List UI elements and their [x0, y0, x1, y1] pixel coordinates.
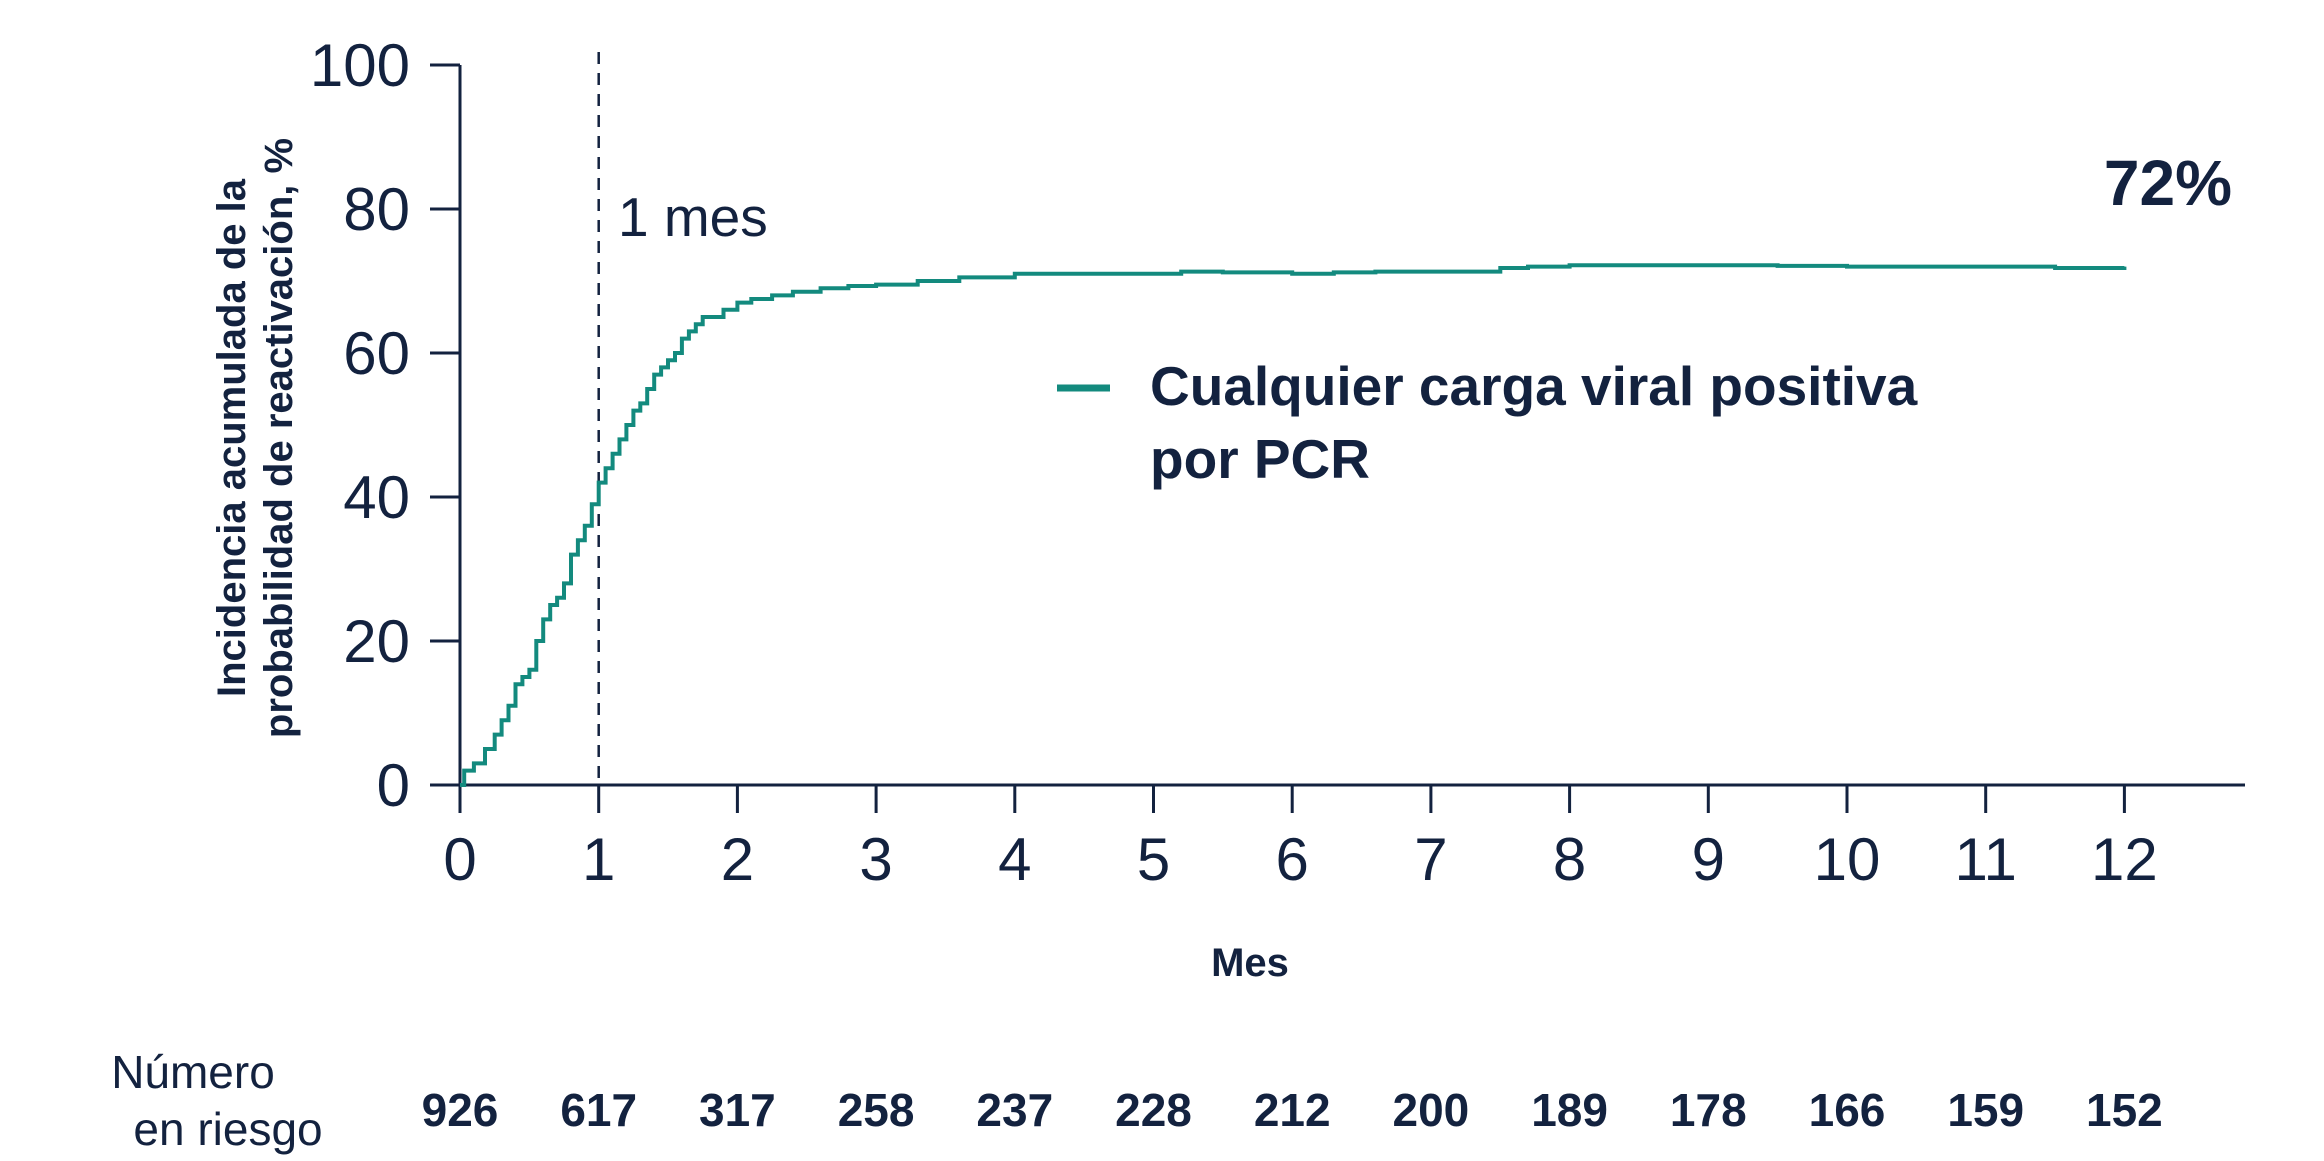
- x-tick-label: 12: [2091, 826, 2158, 893]
- y-tick-label: 0: [377, 752, 410, 819]
- legend-label-line2: por PCR: [1150, 428, 1370, 490]
- x-tick-label: 1: [582, 826, 615, 893]
- x-tick-label: 5: [1137, 826, 1170, 893]
- x-ticks: 0 1 2 3 4 5 6 7 8 9 10 11 12: [443, 785, 2158, 893]
- y-tick-label: 60: [343, 320, 410, 387]
- risk-table-value: 189: [1531, 1084, 1608, 1136]
- risk-table-value: 617: [560, 1084, 637, 1136]
- y-ticks: 0 20 40 60 80 100: [310, 32, 460, 819]
- x-tick-label: 4: [998, 826, 1031, 893]
- risk-table-value: 258: [838, 1084, 915, 1136]
- legend: Cualquier carga viral positiva por PCR: [1057, 355, 1918, 490]
- end-value-label: 72%: [2104, 147, 2232, 219]
- x-tick-label: 2: [721, 826, 754, 893]
- y-axis-label-line2: probabilidad de reactivación, %: [257, 138, 301, 738]
- x-tick-label: 7: [1414, 826, 1447, 893]
- risk-table-value: 200: [1393, 1084, 1470, 1136]
- one-month-annotation: 1 mes: [618, 186, 768, 248]
- series-line: [460, 263, 2127, 787]
- risk-table-value: 166: [1809, 1084, 1886, 1136]
- risk-table-value: 317: [699, 1084, 776, 1136]
- risk-table-value: 212: [1254, 1084, 1331, 1136]
- x-tick-label: 9: [1692, 826, 1725, 893]
- axes: [458, 65, 2245, 787]
- risk-table-title-line1: Número: [111, 1046, 275, 1098]
- y-axis-label-line1: Incidencia acumulada de la: [210, 178, 254, 697]
- risk-table-title-line2: en riesgo: [133, 1103, 322, 1155]
- risk-table-value: 178: [1670, 1084, 1747, 1136]
- y-tick-label: 80: [343, 176, 410, 243]
- risk-table-value: 159: [1947, 1084, 2024, 1136]
- legend-label-line1: Cualquier carga viral positiva: [1150, 355, 1918, 417]
- x-tick-label: 10: [1814, 826, 1881, 893]
- risk-table-value: 926: [422, 1084, 499, 1136]
- risk-table-value: 237: [976, 1084, 1053, 1136]
- x-tick-label: 6: [1276, 826, 1309, 893]
- x-axis-label: Mes: [1211, 941, 1289, 985]
- x-tick-label: 8: [1553, 826, 1586, 893]
- y-tick-label: 40: [343, 464, 410, 531]
- risk-table-value: 228: [1115, 1084, 1192, 1136]
- y-tick-label: 20: [343, 608, 410, 675]
- risk-table-values: 926 617 317 258 237 228 212 200 189 178 166 159 152: [422, 1084, 2163, 1136]
- x-tick-label: 0: [443, 826, 476, 893]
- x-tick-label: 3: [859, 826, 892, 893]
- x-tick-label: 11: [1955, 826, 2017, 893]
- y-tick-label: 100: [310, 32, 410, 99]
- risk-table-value: 152: [2086, 1084, 2163, 1136]
